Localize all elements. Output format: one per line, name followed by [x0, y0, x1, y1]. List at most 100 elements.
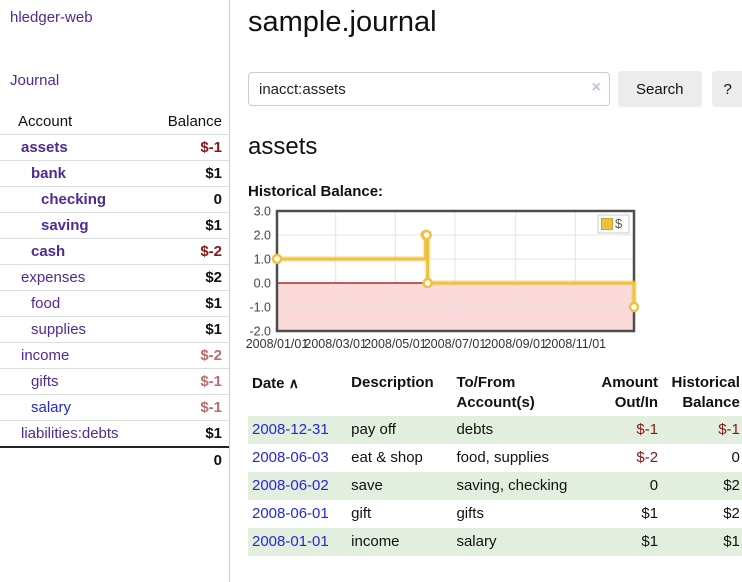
transaction-date-link[interactable]: 2008-06-02 [252, 477, 329, 494]
sidebar: hledger-web Journal Account Balance asse… [0, 0, 230, 582]
search-input-wrap: × [248, 72, 610, 106]
account-row: food $1 [0, 290, 229, 317]
transaction-row[interactable]: 2008-06-02 save saving, checking 0 $2 [248, 472, 742, 500]
transaction-description: eat & shop [351, 449, 423, 466]
plot-border [275, 209, 636, 333]
account-link[interactable]: income [21, 347, 70, 364]
account-link[interactable]: food [31, 295, 61, 312]
data-point-marker [628, 301, 640, 313]
transaction-balance: $-1 [718, 421, 740, 438]
account-row: supplies $1 [0, 316, 229, 343]
chart-title: Historical Balance: [248, 183, 384, 200]
search-input[interactable] [248, 72, 610, 106]
account-link[interactable]: gifts [31, 373, 59, 390]
transactions-body: 2008-12-31 pay off debts $-1 $-1 2008-06-03 ea… [248, 416, 742, 556]
account-balance: $1 [205, 165, 222, 182]
account-row: gifts $-1 [0, 368, 229, 395]
account-tree-header: Account Balance [0, 109, 229, 135]
y-tick-label: -2.0 [249, 325, 271, 339]
journal-link[interactable]: Journal [10, 72, 60, 89]
balance-chart: $3.0 2.0 1.0 0.0 -1.0 -2.0 2008/01/01 2008/03/0… [246, 205, 742, 351]
account-row: assets $-1 [0, 134, 229, 161]
app-title-link[interactable]: hledger-web [10, 9, 93, 26]
date-column-header[interactable]: Date ∧ [252, 375, 299, 392]
transaction-balance: $1 [723, 533, 740, 550]
x-tick-label: 2008/09/01 [484, 337, 547, 351]
x-tick-label: 2008/01/01 [246, 337, 309, 351]
transaction-row[interactable]: 2008-06-01 gift gifts $1 $2 [248, 500, 742, 528]
account-balance: $2 [205, 269, 222, 286]
account-link[interactable]: checking [41, 191, 107, 208]
account-link[interactable]: saving [41, 217, 89, 234]
transaction-row[interactable]: 2008-01-01 income salary $1 $1 [248, 528, 742, 556]
x-tick-label: 2008/05/01 [364, 337, 427, 351]
data-point-marker [421, 229, 432, 241]
account-row: saving $1 [0, 212, 229, 239]
clear-search-icon[interactable]: × [591, 79, 601, 96]
account-tree-body: assets $-1 bank $1 checking 0 saving $1 cash $-2 e… [0, 134, 229, 474]
x-tick-label: 2008/07/01 [424, 337, 487, 351]
transaction-amount: $-1 [636, 421, 659, 438]
historical-balance-chart: $3.0 2.0 1.0 0.0 -1.0 -2.02008/01/012008/03/0… [246, 205, 640, 351]
search-button[interactable]: Search [618, 71, 702, 107]
transactions-header-row: Date ∧ Description To/From Account(s) Am… [248, 370, 742, 416]
account-link[interactable]: salary [31, 399, 72, 416]
transaction-date-link[interactable]: 2008-06-01 [252, 505, 329, 522]
transactions-table: Date ∧ Description To/From Account(s) Am… [248, 370, 742, 556]
y-tick-label: 1.0 [254, 253, 271, 267]
account-row: expenses $2 [0, 264, 229, 291]
transaction-date-link[interactable]: 2008-12-31 [252, 421, 329, 438]
transaction-accounts: gifts [456, 505, 484, 522]
transaction-balance: 0 [731, 449, 740, 466]
account-tree-table: Account Balance assets $-1 bank $1 checking 0… [0, 109, 229, 473]
amount-column-header: Amount Out/In [601, 374, 659, 411]
account-row: salary $-1 [0, 394, 229, 421]
balance-column-header: Historical Balance [671, 374, 740, 411]
account-heading: assets [248, 133, 318, 160]
account-link[interactable]: assets [21, 139, 68, 156]
transaction-accounts: food, supplies [456, 449, 550, 466]
transaction-description: pay off [351, 421, 396, 438]
main-content: sample.journal × Search ? assets Histori… [230, 0, 742, 582]
search-form: × Search ? [248, 71, 742, 107]
account-link[interactable]: bank [31, 165, 67, 182]
account-row: checking 0 [0, 186, 229, 213]
data-point-marker [422, 277, 433, 289]
transaction-accounts: debts [456, 421, 494, 438]
legend-label: $ [615, 216, 623, 231]
transaction-amount: 0 [649, 477, 659, 494]
transaction-description: gift [351, 505, 372, 522]
account-balance: $-1 [200, 373, 222, 390]
account-row: bank $1 [0, 160, 229, 187]
transaction-description: save [351, 477, 383, 494]
account-row: cash $-2 [0, 238, 229, 265]
account-link[interactable]: supplies [31, 321, 87, 338]
help-button[interactable]: ? [711, 71, 742, 107]
transaction-amount: $-2 [636, 449, 659, 466]
transaction-row[interactable]: 2008-06-03 eat & shop food, supplies $-2 0 [248, 444, 742, 472]
total-row: 0 [0, 447, 229, 473]
sidebar-nav: Journal [0, 72, 229, 89]
transaction-row[interactable]: 2008-12-31 pay off debts $-1 $-1 [248, 416, 742, 444]
account-balance: $1 [205, 217, 222, 234]
page-title: sample.journal [248, 6, 437, 38]
account-column-header: Account [18, 113, 73, 130]
account-row: liabilities:debts $1 [0, 420, 229, 448]
balance-column-header: Balance [167, 113, 222, 130]
sort-ascending-icon: ∧ [288, 375, 299, 391]
total-balance: 0 [213, 452, 222, 469]
transaction-accounts: salary [456, 533, 497, 550]
account-link[interactable]: cash [31, 243, 66, 260]
transaction-amount: $1 [641, 533, 659, 550]
account-balance: $-1 [200, 139, 222, 156]
account-link[interactable]: expenses [21, 269, 86, 286]
account-balance: $1 [205, 295, 222, 312]
transaction-date-link[interactable]: 2008-01-01 [252, 533, 329, 550]
transaction-balance: $2 [723, 505, 740, 522]
y-tick-label: 3.0 [254, 205, 271, 219]
account-link[interactable]: liabilities:debts [21, 425, 119, 442]
transaction-date-link[interactable]: 2008-06-03 [252, 449, 329, 466]
transaction-accounts: saving, checking [456, 477, 568, 494]
account-row: income $-2 [0, 342, 229, 369]
